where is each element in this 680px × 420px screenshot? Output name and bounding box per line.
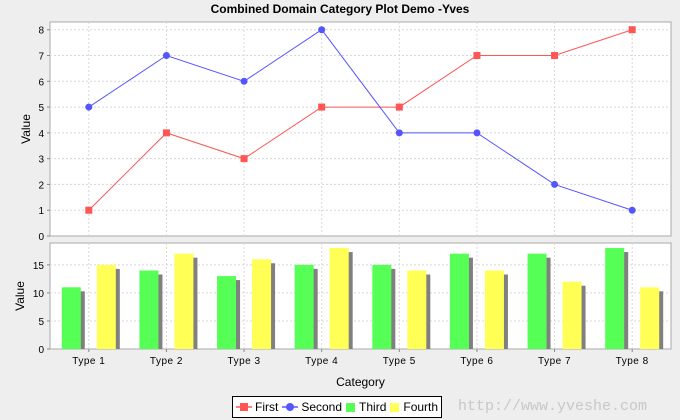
y-tick: 3 (38, 155, 44, 166)
data-point (162, 52, 170, 60)
legend: First Second Third Fourth (232, 396, 443, 418)
yellow-box-icon (390, 403, 400, 412)
data-point (473, 129, 481, 137)
y-tick: 10 (33, 289, 45, 300)
data-point (318, 103, 326, 111)
bar-fourth (640, 287, 660, 349)
x-tick: Type 8 (616, 356, 649, 367)
data-point (395, 103, 403, 111)
y-tick: 8 (38, 26, 44, 37)
data-point (240, 155, 248, 163)
data-point (551, 180, 559, 188)
y-axis-label: Value (13, 281, 27, 311)
legend-item-fourth: Fourth (390, 400, 438, 414)
data-point (551, 52, 559, 60)
bar-third (527, 253, 547, 349)
legend-item-third: Third (346, 400, 386, 414)
bar-third (139, 270, 159, 349)
data-point (318, 26, 326, 34)
x-tick: Type 2 (150, 356, 183, 367)
y-tick: 15 (33, 261, 45, 272)
circle-line-icon (282, 403, 299, 411)
y-tick: 0 (38, 232, 44, 243)
y-tick: 5 (38, 103, 44, 114)
bar-fourth (174, 253, 194, 349)
bar-fourth (407, 270, 427, 349)
legend-item-second: Second (282, 400, 342, 414)
y-axis-label: Value (19, 114, 33, 144)
legend-item-first: First (236, 400, 278, 414)
y-tick: 0 (38, 345, 44, 356)
watermark: http://www.yveshe.com (458, 398, 648, 415)
x-tick: Type 5 (383, 356, 416, 367)
bar-fourth (252, 259, 272, 349)
data-point (85, 206, 93, 214)
x-tick: Type 1 (72, 356, 105, 367)
data-point (395, 129, 403, 137)
y-tick: 6 (38, 77, 44, 88)
data-point (628, 26, 636, 34)
y-tick: 4 (38, 129, 44, 140)
bar-third (294, 264, 314, 349)
bar-fourth (484, 270, 504, 349)
bar-third (605, 248, 625, 349)
data-point (628, 206, 636, 214)
y-tick: 7 (38, 52, 44, 63)
data-point (473, 52, 481, 60)
square-line-icon (236, 403, 252, 411)
x-axis-label: Category (336, 375, 385, 389)
x-tick: Type 6 (460, 356, 493, 367)
bar-third (449, 253, 469, 349)
line-plot-area (49, 21, 672, 237)
y-tick: 2 (38, 180, 44, 191)
data-point (162, 129, 170, 137)
y-tick: 1 (38, 206, 44, 217)
y-tick: 5 (38, 317, 44, 328)
x-tick: Type 3 (228, 356, 261, 367)
data-point (240, 77, 248, 85)
data-point (85, 103, 93, 111)
chart-title: Combined Domain Category Plot Demo -Yves (210, 2, 470, 16)
bar-third (61, 287, 81, 349)
bar-third (372, 264, 392, 349)
bar-fourth (329, 248, 349, 349)
x-tick: Type 7 (538, 356, 571, 367)
series-line-second (88, 29, 633, 211)
bar-fourth (96, 264, 116, 349)
x-tick: Type 4 (305, 356, 338, 367)
bar-fourth (562, 281, 582, 349)
green-box-icon (346, 403, 356, 412)
series-line-first (88, 29, 633, 211)
bar-third (217, 276, 237, 349)
